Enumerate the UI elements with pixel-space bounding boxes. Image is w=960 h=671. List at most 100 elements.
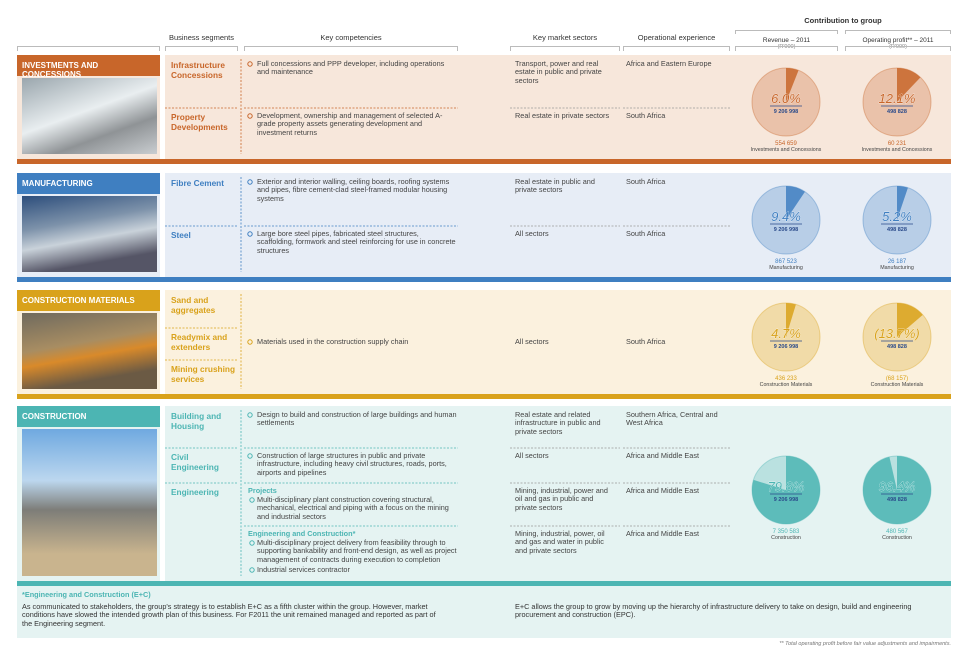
note-background: [17, 586, 951, 638]
pie-total: 498 828: [887, 344, 907, 350]
pie-amount: (68 157): [886, 376, 908, 382]
pie-label: 12.1%: [879, 91, 916, 106]
cluster-photo: [22, 313, 157, 389]
operational-experience: South Africa: [626, 111, 666, 120]
competency-item: Multi-disciplinary project delivery from…: [257, 538, 457, 564]
pie-amount: 60 231: [888, 141, 907, 147]
market-sectors: Transport, power and real estate in publ…: [515, 59, 602, 85]
segment-name: Steel: [171, 230, 191, 240]
header-rule: [244, 46, 458, 51]
competency: Development, ownership and management of…: [257, 111, 443, 137]
section-background: [165, 290, 951, 394]
block-heading: Engineering and Construction*: [248, 529, 356, 538]
pie-label: 79.8%: [768, 479, 805, 494]
pie-caption: Investments and Concessions: [862, 147, 933, 153]
cluster-photo: [22, 78, 157, 154]
competency: Design to build and construction of larg…: [257, 410, 457, 428]
note-title: *Engineering and Construction (E+C): [22, 590, 151, 599]
bullet: [249, 567, 255, 573]
section-background: [165, 55, 951, 159]
section-background: [165, 406, 951, 581]
pie-caption: Manufacturing: [769, 265, 803, 271]
competency: Materials used in the construction suppl…: [257, 337, 409, 346]
pie-caption: Construction Materials: [871, 382, 924, 388]
pie-slice: [786, 68, 799, 102]
operational-experience-header: Operational experience: [637, 33, 716, 42]
header-rule: [623, 46, 730, 51]
market-sectors: Mining, industrial, power and oil and ga…: [515, 486, 608, 512]
profit-header: Operating profit** – 2011: [862, 37, 934, 44]
footnote: ** Total operating profit before fair va…: [779, 641, 951, 647]
segment-name: Infrastructure Concessions: [171, 60, 225, 80]
pie-label: 96.4%: [879, 479, 916, 494]
competency: Exterior and interior walling, ceiling b…: [257, 177, 450, 203]
pie-slice: [786, 186, 805, 220]
pie-label: (13.7%): [874, 326, 920, 341]
cluster-title: MANUFACTURING: [17, 173, 160, 194]
header-rule: [845, 30, 951, 34]
bullet: [249, 497, 255, 503]
segment-name: Engineering: [171, 487, 219, 497]
segment-name: Civil Engineering: [171, 452, 219, 472]
header-rule: [510, 46, 620, 51]
segment-name: Fibre Cement: [171, 178, 225, 188]
bullet: [247, 412, 253, 418]
header-rule: [845, 46, 951, 51]
bullet: [249, 540, 255, 546]
pie-amount: 480 567: [886, 529, 908, 535]
operational-experience: Africa and Middle East: [626, 529, 700, 538]
pie-amount: 554 659: [775, 141, 797, 147]
pie-slice: [786, 303, 796, 337]
note-right: E+C allows the group to grow by moving u…: [515, 602, 912, 620]
revenue-header: Revenue – 2011: [762, 37, 811, 44]
competency: Full concessions and PPP developer, incl…: [257, 59, 445, 77]
pie-amount: 7 350 583: [773, 529, 800, 535]
competency: Large bore steel pipes, fabricated steel…: [257, 229, 456, 255]
bullet: [247, 231, 253, 237]
operational-experience: Africa and Eastern Europe: [626, 59, 712, 68]
pie-label: 6.0%: [771, 91, 801, 106]
competency-item: Industrial services contractor: [257, 565, 350, 574]
market-sectors: Real estate and related infrastructure i…: [515, 410, 601, 436]
pie-caption: Investments and Concessions: [751, 147, 822, 153]
pie-total: 498 828: [887, 497, 907, 503]
cluster-photo: [22, 196, 157, 272]
pie-slice: [897, 68, 921, 102]
pie-amount: 436 233: [775, 376, 797, 382]
pie-total: 9 206 998: [774, 497, 798, 503]
operational-experience: South Africa: [626, 337, 666, 346]
pie-total: 498 828: [887, 109, 907, 115]
pie-caption: Construction: [771, 535, 801, 541]
section-bar: [17, 159, 951, 164]
pie-label: 4.7%: [771, 326, 801, 341]
header-rule: [735, 30, 838, 34]
profit-unit: (R'000): [889, 44, 907, 50]
pie-label: 9.4%: [771, 209, 801, 224]
operational-experience: Africa and Middle East: [626, 451, 700, 460]
segment-name: Building and Housing: [171, 411, 222, 431]
operational-experience: South Africa: [626, 177, 666, 186]
header-rule: [165, 46, 238, 51]
cluster-title: CONSTRUCTION: [17, 406, 160, 427]
market-sectors: All sectors: [515, 451, 549, 460]
operational-experience: South Africa: [626, 229, 666, 238]
note-left: As communicated to stakeholders, the gro…: [22, 602, 436, 628]
bullet: [247, 453, 253, 459]
cluster-title: CONSTRUCTION MATERIALS: [17, 290, 160, 311]
operational-experience: Southern Africa, Central and West Africa: [626, 410, 718, 428]
bullet: [247, 61, 253, 67]
section-bar: [17, 277, 951, 282]
pie-caption: Manufacturing: [880, 265, 914, 271]
key-market-sectors-header: Key market sectors: [532, 33, 598, 42]
block-heading: Projects: [248, 486, 277, 495]
bullet: [247, 179, 253, 185]
bullet: [247, 339, 253, 345]
pie-total: 9 206 998: [774, 344, 798, 350]
segment-name: Readymix and extenders: [171, 332, 228, 352]
market-sectors: Real estate in public and private sector…: [515, 177, 595, 195]
cluster-title: INVESTMENTS AND CONCESSIONS: [17, 55, 160, 79]
market-sectors: Real estate in private sectors: [515, 111, 610, 120]
pie-label: 5.2%: [882, 209, 912, 224]
section-bar: [17, 394, 951, 399]
segment-name: Mining crushing services: [171, 364, 236, 384]
